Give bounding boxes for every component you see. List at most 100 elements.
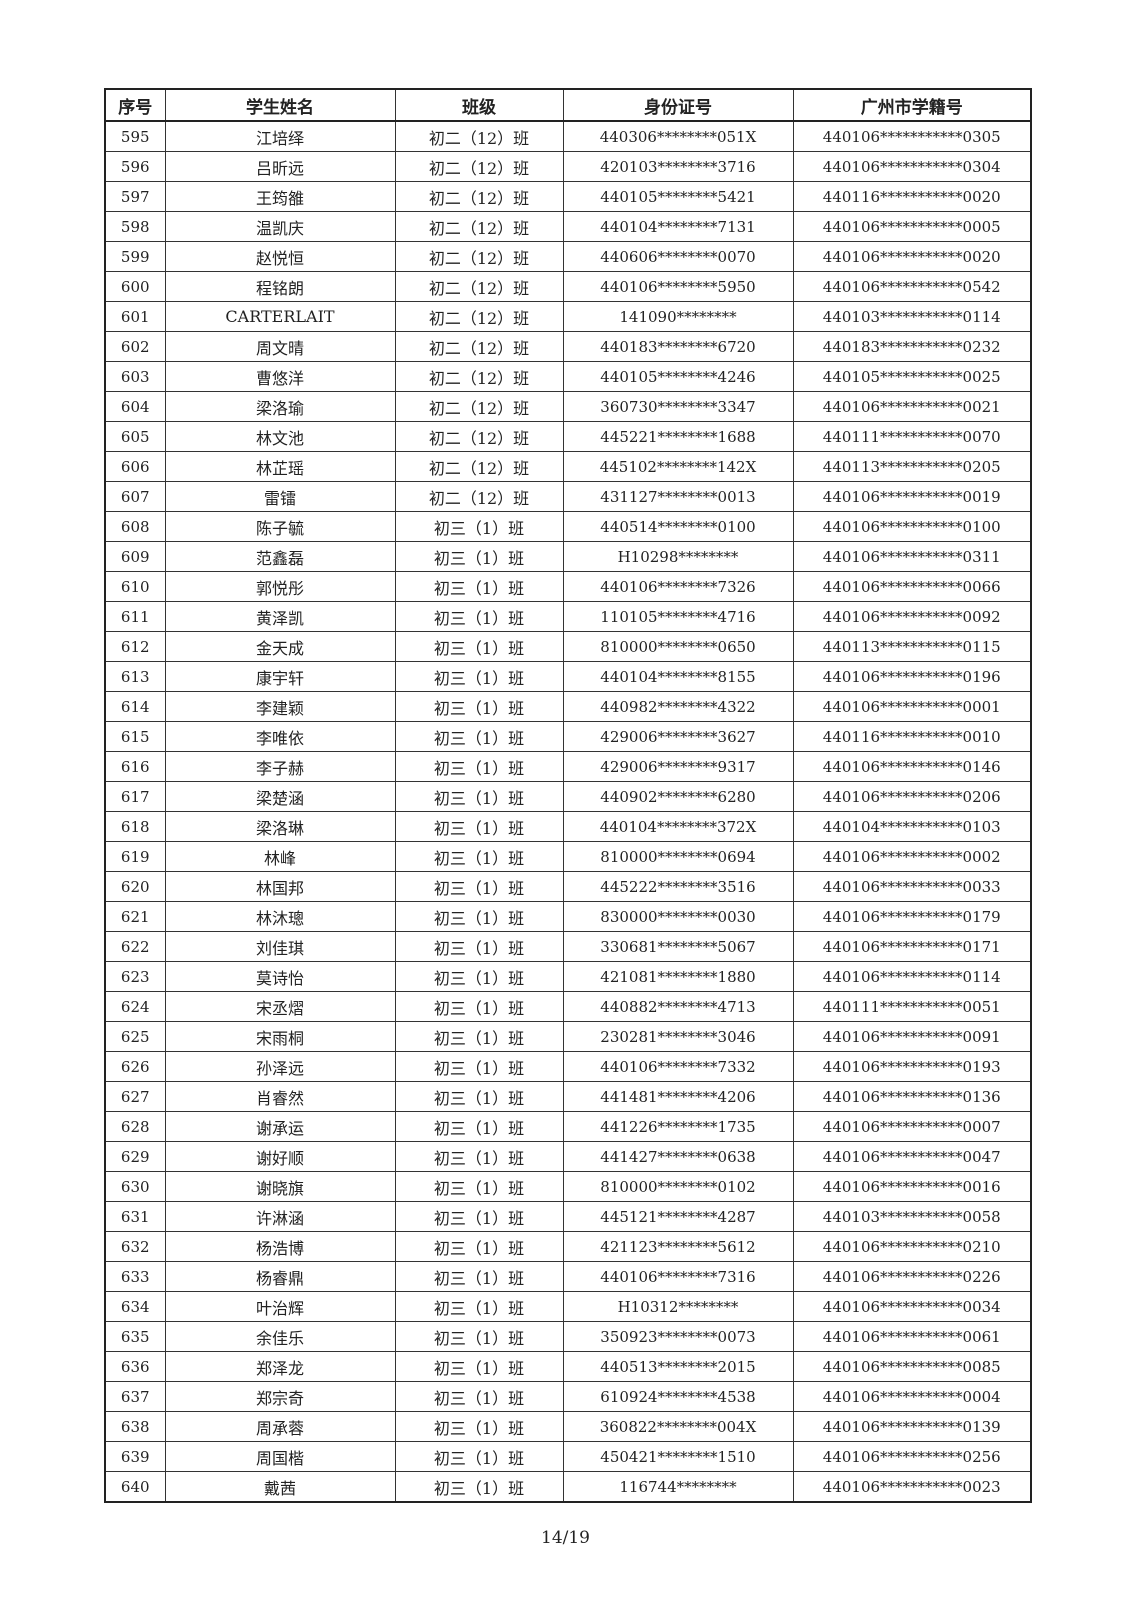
student-number: 440106***********0146	[792, 751, 1032, 782]
student-name: 郭悦彤	[164, 571, 396, 602]
student-number: 440106***********0061	[792, 1321, 1032, 1352]
id-number: 116744********	[562, 1471, 794, 1503]
student-name: 林峰	[164, 841, 396, 872]
row-number: 600	[104, 271, 166, 302]
student-number: 440106***********0085	[792, 1351, 1032, 1382]
row-number: 617	[104, 781, 166, 812]
class-name: 初三（1）班	[394, 1381, 564, 1412]
class-name: 初三（1）班	[394, 661, 564, 692]
table-row: 618 梁洛琳 初三（1）班 440104********372X 440104****…	[104, 811, 1032, 842]
class-name: 初三（1）班	[394, 1171, 564, 1202]
student-name: 林文池	[164, 421, 396, 452]
row-number: 613	[104, 661, 166, 692]
row-number: 607	[104, 481, 166, 512]
class-name: 初二（12）班	[394, 391, 564, 422]
class-name: 初三（1）班	[394, 1231, 564, 1262]
row-number: 618	[104, 811, 166, 842]
student-name: 黄泽凯	[164, 601, 396, 632]
class-name: 初三（1）班	[394, 1081, 564, 1112]
student-name: 范鑫磊	[164, 541, 396, 572]
table-row: 596 吕昕远 初二（12）班 420103********3716 440106***…	[104, 151, 1032, 182]
table-row: 634 叶治辉 初三（1）班 H10312******** 440106********…	[104, 1291, 1032, 1322]
column-header: 序号	[104, 88, 166, 122]
table-row: 631 许淋涵 初三（1）班 445121********4287 440103****…	[104, 1201, 1032, 1232]
id-number: 440513********2015	[562, 1351, 794, 1382]
row-number: 597	[104, 181, 166, 212]
column-header: 身份证号	[562, 88, 794, 122]
class-name: 初二（12）班	[394, 211, 564, 242]
student-name: 赵悦恒	[164, 241, 396, 272]
row-number: 598	[104, 211, 166, 242]
table-row: 635 余佳乐 初三（1）班 350923********0073 440106****…	[104, 1321, 1032, 1352]
id-number: 440106********7316	[562, 1261, 794, 1292]
id-number: 360730********3347	[562, 391, 794, 422]
id-number: 350923********0073	[562, 1321, 794, 1352]
row-number: 629	[104, 1141, 166, 1172]
id-number: 429006********3627	[562, 721, 794, 752]
student-number: 440106***********0047	[792, 1141, 1032, 1172]
class-name: 初二（12）班	[394, 451, 564, 482]
id-number: 441427********0638	[562, 1141, 794, 1172]
table-row: 628 谢承运 初三（1）班 441226********1735 440106****…	[104, 1111, 1032, 1142]
student-name: 李建颖	[164, 691, 396, 722]
table-row: 620 林国邦 初三（1）班 445222********3516 440106****…	[104, 871, 1032, 902]
table-row: 603 曹悠洋 初二（12）班 440105********4246 440105***…	[104, 361, 1032, 392]
column-header: 广州市学籍号	[792, 88, 1032, 122]
table-row: 600 程铭朗 初二（12）班 440106********5950 440106***…	[104, 271, 1032, 302]
student-number: 440103***********0058	[792, 1201, 1032, 1232]
id-number: 440106********7326	[562, 571, 794, 602]
student-name: 郑泽龙	[164, 1351, 396, 1382]
id-number: 810000********0102	[562, 1171, 794, 1202]
class-name: 初二（12）班	[394, 151, 564, 182]
class-name: 初三（1）班	[394, 1021, 564, 1052]
table-row: 640 戴茜 初三（1）班 116744******** 440106*********…	[104, 1471, 1032, 1503]
row-number: 603	[104, 361, 166, 392]
class-name: 初二（12）班	[394, 271, 564, 302]
class-name: 初三（1）班	[394, 991, 564, 1022]
student-number: 440106***********0004	[792, 1381, 1032, 1412]
id-number: 110105********4716	[562, 601, 794, 632]
student-name: 周文晴	[164, 331, 396, 362]
student-name: 陈子毓	[164, 511, 396, 542]
class-name: 初三（1）班	[394, 1111, 564, 1142]
class-name: 初二（12）班	[394, 481, 564, 512]
table-row: 617 梁楚涵 初三（1）班 440902********6280 440106****…	[104, 781, 1032, 812]
row-number: 616	[104, 751, 166, 782]
student-name: 林芷瑶	[164, 451, 396, 482]
row-number: 633	[104, 1261, 166, 1292]
id-number: 440514********0100	[562, 511, 794, 542]
row-number: 621	[104, 901, 166, 932]
table-row: 609 范鑫磊 初三（1）班 H10298******** 440106********…	[104, 541, 1032, 572]
class-name: 初二（12）班	[394, 301, 564, 332]
table-row: 605 林文池 初二（12）班 445221********1688 440111***…	[104, 421, 1032, 452]
student-name: 江培绎	[164, 120, 396, 152]
row-number: 623	[104, 961, 166, 992]
class-name: 初三（1）班	[394, 1201, 564, 1232]
id-number: 441481********4206	[562, 1081, 794, 1112]
header-row: 序号 学生姓名 班级 身份证号 广州市学籍号	[104, 88, 1032, 122]
student-number: 440106***********0092	[792, 601, 1032, 632]
table-row: 604 梁洛瑜 初二（12）班 360730********3347 440106***…	[104, 391, 1032, 422]
id-number: 440104********8155	[562, 661, 794, 692]
student-number: 440106***********0114	[792, 961, 1032, 992]
student-number: 440106***********0256	[792, 1441, 1032, 1472]
table-row: 597 王筠雒 初二（12）班 440105********5421 440116***…	[104, 181, 1032, 212]
student-number: 440106***********0016	[792, 1171, 1032, 1202]
student-number: 440113***********0205	[792, 451, 1032, 482]
student-name: CARTERLAIT	[164, 301, 396, 332]
row-number: 604	[104, 391, 166, 422]
id-number: 440106********7332	[562, 1051, 794, 1082]
column-header: 班级	[394, 88, 564, 122]
table-row: 624 宋丞熠 初三（1）班 440882********4713 440111****…	[104, 991, 1032, 1022]
student-name: 孙泽远	[164, 1051, 396, 1082]
student-number: 440105***********0025	[792, 361, 1032, 392]
student-number: 440106***********0136	[792, 1081, 1032, 1112]
student-number: 440106***********0226	[792, 1261, 1032, 1292]
student-number: 440106***********0196	[792, 661, 1032, 692]
class-name: 初三（1）班	[394, 541, 564, 572]
student-name: 谢晓旗	[164, 1171, 396, 1202]
student-number: 440106***********0305	[792, 120, 1032, 152]
row-number: 627	[104, 1081, 166, 1112]
row-number: 630	[104, 1171, 166, 1202]
